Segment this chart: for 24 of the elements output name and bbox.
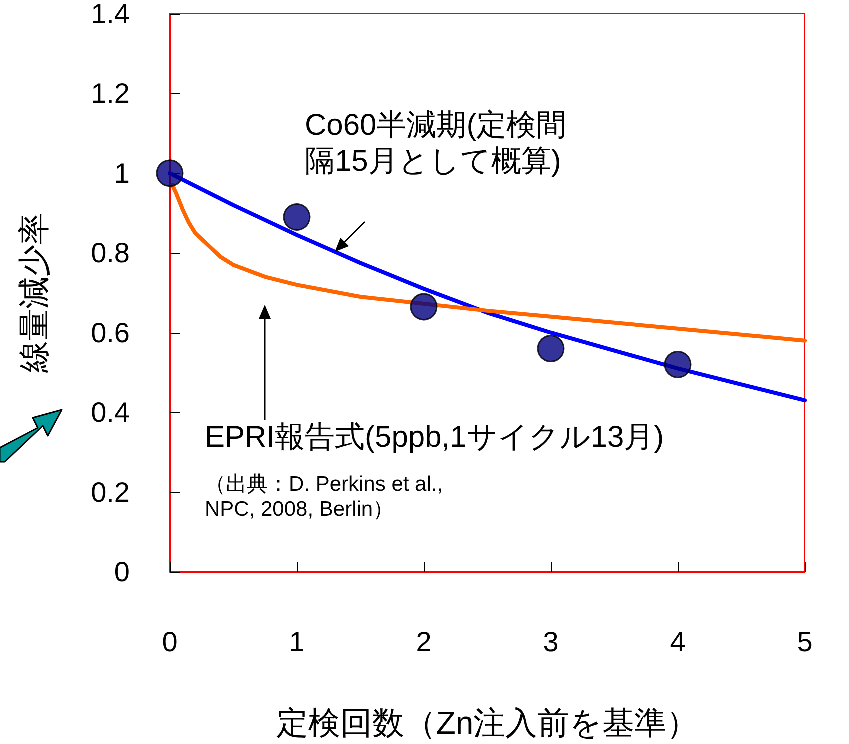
y-tick-label: 0.6 [91,317,130,348]
annotation: EPRI報告式(5ppb,1サイクル13月) [205,420,664,456]
y-tick-label: 1 [114,158,130,189]
x-tick-label: 3 [543,626,559,658]
annotation: （出典：D. Perkins et al., NPC, 2008, Berlin） [205,472,444,522]
point [410,293,438,321]
x-tick-label: 1 [289,626,305,658]
x-tick-label: 4 [670,626,686,658]
y-tick-label: 1.2 [91,78,130,110]
x-tick-label: 2 [416,626,432,658]
x-tick-label: 5 [797,626,813,658]
y-axis-title: 線量減少率 [16,213,52,374]
y-tick-label: 0 [114,556,130,588]
point [283,204,311,232]
annotation: Co60半減期(定検間隔15月として概算) [305,108,568,180]
y-tick-label: 0.2 [91,476,130,508]
x-axis-title: 定検回数（Zn注入前を基準） [276,705,699,741]
point [537,335,565,363]
point [156,160,184,188]
y-tick-label: 0.4 [91,397,130,428]
point [664,351,692,378]
x-tick-label: 0 [162,626,178,658]
y-tick-label: 0.8 [91,238,130,269]
y-tick-label: 1.4 [91,0,130,30]
